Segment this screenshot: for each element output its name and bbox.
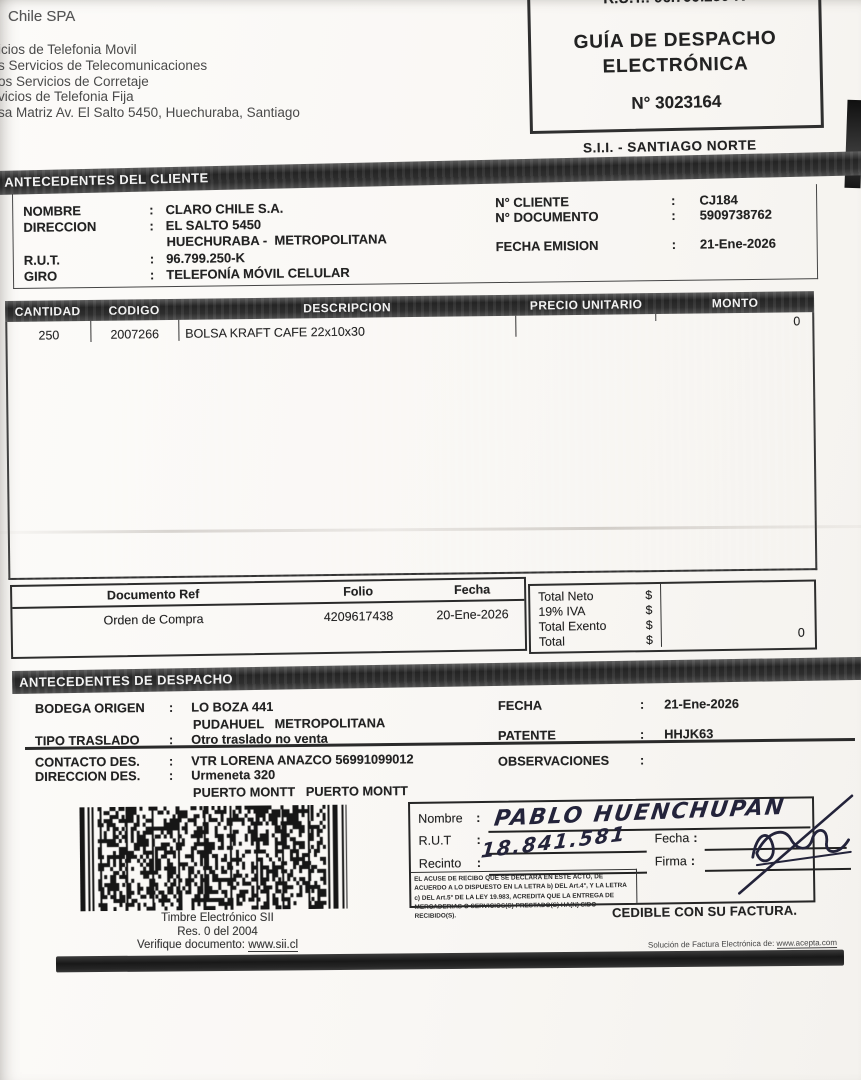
client-direccion-line2: HUECHURABA - METROPOLITANA [166,231,387,250]
field-label: N° DOCUMENTO [495,208,599,226]
total-value: 0 [797,625,805,640]
receipt-rut-label: R.U.T [418,833,452,848]
client-rut-row: R.U.T.:96.799.250-K [23,250,246,268]
total-label: Total [538,634,566,649]
totals-value-area: 0 [661,582,814,640]
refs-col-header: Documento Ref [106,587,200,603]
observaciones-row: OBSERVACIONES: [497,752,645,769]
col-header: CODIGO [108,302,160,318]
field-value: CJ184 [699,192,738,208]
currency-symbol: $ [645,618,653,633]
stamp-caption: Timbre Electrónico SII Res. 0 del 2004 V… [75,912,360,953]
field-label: GIRO [23,268,58,284]
issuer-line: s Servicios de Telecomunicaciones [0,57,208,73]
client-fecha-emision-row: FECHA EMISION:21-Ene-2026 [495,235,776,255]
client-direccion-row: DIRECCION: EL SALTO 5450 [23,216,262,235]
field-value: 5909738762 [699,206,773,223]
client-nombre-row: NOMBRE: CLARO CHILE S.A. [23,200,284,219]
dte-title-line1: GUÍA DE DESPACHO [573,27,777,54]
field-label: R.U.T. [23,252,61,268]
field-value: TELEFONÍA MÓVIL CELULAR [166,264,350,283]
direccion-des-line2: PUERTO MONTT PUERTO MONTT [192,783,409,800]
receipt-nombre-label: Nombre [418,811,463,826]
stamp-verify: Verifique documento: www.sii.cl [136,939,299,952]
currency-symbol: $ [645,603,653,618]
field-value: EL SALTO 5450 [165,216,262,234]
field-label: DIRECCION [23,218,97,235]
cedible-text: CEDIBLE CON SU FACTURA. [611,902,798,921]
field-value: 21-Ene-2026 [699,235,776,252]
dte-rut: R.U.T.: 96.799.250-K [530,0,818,9]
pdf417-barcode [79,804,351,912]
totals-box: Total Neto $ 19% IVA $ Total Exento $ Total… [528,579,818,654]
refs-documento: Orden de Compra [103,611,204,628]
field-value: CLARO CHILE S.A. [165,200,284,218]
handwritten-signature [738,794,854,895]
receipt-recinto-label: Recinto [418,856,462,871]
refs-folio: 4209617438 [323,608,394,624]
sii-url: www.sii.cl [248,939,299,952]
col-header: CANTIDAD [14,303,81,319]
col-header: PRECIO UNITARIO [529,296,643,313]
bodega-origen-line2: PUDAHUEL METROPOLITANA [192,715,386,732]
receipt-box: Nombre: R.U.T: Recinto: Fecha: Firma: PA… [408,794,854,920]
refs-fecha: 20-Ene-2026 [436,606,509,622]
bottom-black-bar [55,949,845,973]
field-value: 96.799.250-K [166,250,246,267]
provider-url: www.acepta.com [776,938,838,949]
total-label: Total Exento [538,618,607,634]
dispatch-section-bar: ANTECEDENTES DE DESPACHO [12,656,861,694]
refs-col-header: Fecha [453,582,491,598]
field-label: FECHA EMISION [495,237,599,255]
refs-col-header: Folio [343,584,374,599]
issuer-line: sa Matriz Av. El Salto 5450, Huechuraba,… [0,105,300,121]
dispatch-fecha-row: FECHA:21-Ene-2026 [497,695,740,714]
stamp-line2: Res. 0 del 2004 [177,925,258,938]
total-label: 19% IVA [538,604,586,619]
legal-notice: EL ACUSE DE RECIBO QUE SE DECLARA EN EST… [410,868,638,920]
issuer-company: Chile SPA [8,8,76,25]
client-giro-row: GIRO: TELEFONÍA MÓVIL CELULAR [23,264,350,284]
field-label: NOMBRE [23,203,82,219]
total-label: Total Neto [538,588,594,604]
stamp-line1: Timbre Electrónico SII [161,912,274,924]
issuer-line: vicios de Telefonia Fija [0,89,134,105]
currency-symbol: $ [645,633,654,648]
bodega-origen-row: BODEGA ORIGEN: LO BOZA 441 [34,698,274,717]
dte-title-line2: ELECTRÓNICA [602,53,749,78]
currency-symbol: $ [645,588,653,603]
issuer-line: icios de Telefonia Movil [0,42,137,57]
sii-office: S.I.I. - SANTIAGO NORTE [582,137,757,156]
dte-box: R.U.T.: 96.799.250-K GUÍA DE DESPACHO EL… [526,0,824,135]
items-table: CANTIDAD CODIGO DESCRIPCION PRECIO UNITA… [5,291,818,580]
client-documento-row: N° DOCUMENTO:5909738762 [495,206,773,226]
issuer-services: icios de Telefonia Movil s Servicios de … [0,42,300,121]
col-header: MONTO [711,295,759,310]
dte-number: N° 3023164 [631,91,722,113]
issuer-line: os Servicios de Corretaje [0,73,149,89]
items-header: CANTIDAD CODIGO DESCRIPCION PRECIO UNITA… [5,291,818,580]
direccion-des-row: DIRECCION DES.: Urmeneta 320 [34,766,276,785]
refs-table: Documento Ref Folio Fecha Orden de Compr… [10,576,528,659]
dispatch-patente-row: PATENTE: HHJK63 [497,726,714,743]
client-box: NOMBRE: CLARO CHILE S.A. DIRECCION: EL SAL… [12,184,819,289]
